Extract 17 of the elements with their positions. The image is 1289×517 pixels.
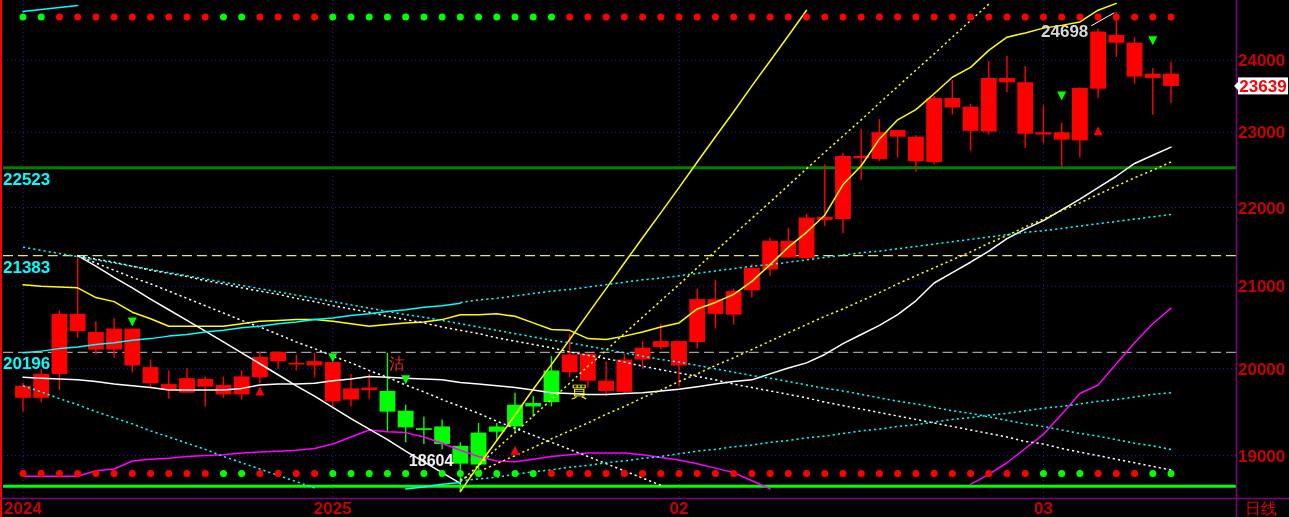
annotation: 沽 <box>388 355 405 372</box>
y-tick-label: 19000 <box>1238 446 1286 466</box>
y-tick-label: 21000 <box>1238 277 1286 297</box>
y-tick-label: 24000 <box>1238 51 1286 71</box>
x-tick-label: 03 <box>1034 499 1053 517</box>
ref-line-label: 21383 <box>3 257 51 277</box>
annotation: 23639 <box>1239 76 1287 96</box>
x-tick-label: 2025 <box>313 499 352 517</box>
x-tick-label: 02 <box>669 499 689 517</box>
y-tick-label: 23000 <box>1238 123 1286 143</box>
ref-line-label: 22523 <box>3 169 51 189</box>
y-tick-label: 22000 <box>1238 198 1286 218</box>
annotation: 日线 <box>1245 500 1277 517</box>
y-tick-label: 20000 <box>1238 359 1286 379</box>
annotation: 24698 <box>1041 22 1089 42</box>
ref-line-label: 20196 <box>3 354 51 374</box>
x-tick-label: 2024 <box>4 499 42 517</box>
